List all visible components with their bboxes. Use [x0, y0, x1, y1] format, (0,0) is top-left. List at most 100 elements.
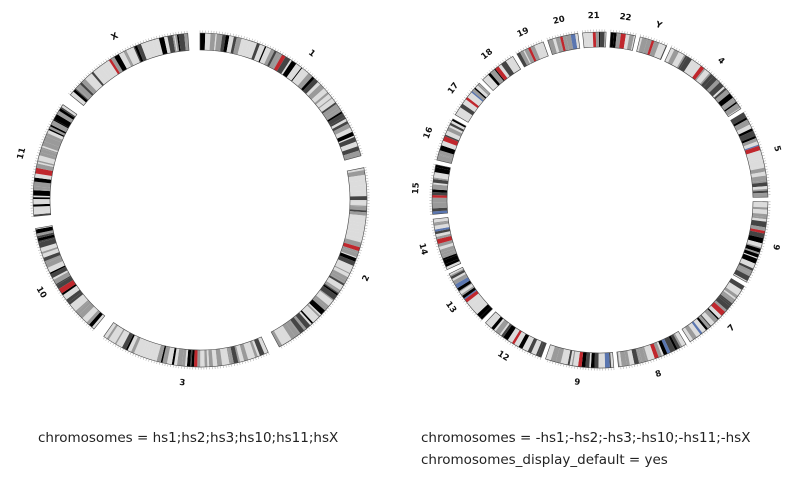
- band-chr-15: [432, 192, 448, 196]
- band-chr-x: [75, 87, 90, 100]
- band-chr-13: [452, 273, 468, 285]
- band-chr-15: [433, 176, 449, 180]
- band-chr-x: [73, 89, 88, 103]
- band-chr-5: [748, 159, 765, 169]
- band-chr-11: [48, 128, 65, 137]
- ideogram-outline-chr-2: [270, 167, 368, 348]
- band-chr-10: [68, 292, 84, 305]
- tick-mark: [37, 149, 41, 151]
- band-chr-17: [467, 95, 480, 107]
- band-chr-2: [329, 274, 345, 284]
- band-chr-2: [348, 180, 367, 187]
- tick-mark: [539, 357, 542, 360]
- tick-mark: [129, 45, 132, 48]
- band-chr-16: [438, 150, 454, 158]
- band-chr-2: [326, 276, 344, 291]
- tick-mark: [500, 336, 502, 339]
- tick-mark: [39, 254, 42, 257]
- tick-mark: [751, 125, 754, 128]
- tick-mark: [52, 116, 55, 118]
- tick-mark: [41, 260, 44, 262]
- band-chr-6: [752, 201, 768, 208]
- band-chr-10: [37, 234, 55, 242]
- tick-mark: [259, 41, 261, 44]
- tick-mark: [480, 319, 482, 322]
- tick-mark: [96, 65, 98, 68]
- band-chr-9: [610, 352, 614, 368]
- band-chr-4: [701, 73, 714, 88]
- ticks-chr-x: [68, 30, 188, 95]
- band-chr-10: [53, 271, 71, 285]
- tick-mark: [50, 118, 54, 121]
- band-chr-5: [752, 192, 768, 198]
- band-chr-3: [211, 349, 218, 367]
- tick-mark: [537, 356, 539, 359]
- tick-mark: [346, 280, 349, 282]
- tick-mark: [343, 112, 346, 114]
- tick-mark: [752, 271, 755, 274]
- tick-mark: [482, 75, 485, 78]
- band-chr-10: [38, 238, 57, 249]
- band-chr-18: [494, 68, 505, 82]
- tick-mark: [749, 120, 752, 123]
- tick-mark: [491, 329, 493, 332]
- ideogram-outline-chr-16: [436, 118, 467, 164]
- tick-mark: [699, 62, 702, 65]
- tick-mark: [352, 267, 356, 270]
- tick-mark: [666, 43, 668, 46]
- tick-mark: [673, 46, 675, 49]
- tick-mark: [645, 35, 647, 38]
- tick-mark: [347, 119, 350, 121]
- tick-mark: [729, 306, 732, 309]
- band-chr-1: [233, 37, 242, 55]
- tick-mark: [40, 257, 43, 259]
- band-chr-1: [314, 92, 329, 105]
- band-chr-13: [464, 290, 479, 303]
- band-chr-1: [302, 78, 319, 94]
- tick-mark: [43, 265, 46, 267]
- tick-mark: [340, 107, 343, 109]
- band-chr-3: [143, 341, 152, 359]
- band-chr-3: [120, 332, 130, 348]
- band-chr-16: [445, 130, 461, 141]
- band-chr-2: [282, 323, 296, 340]
- band-chr-13: [449, 267, 464, 276]
- tick-mark: [336, 296, 339, 299]
- band-chr-5: [746, 150, 762, 159]
- band-chr-2: [319, 289, 334, 301]
- band-chr-3: [243, 342, 252, 360]
- band-chr-1: [327, 111, 343, 122]
- band-chr-14: [434, 226, 450, 232]
- band-chr-6: [751, 217, 767, 222]
- tick-mark: [47, 272, 50, 275]
- tick-mark: [327, 307, 330, 310]
- tick-mark: [262, 42, 264, 45]
- band-chr-3: [236, 344, 245, 363]
- band-chr-8: [618, 351, 622, 367]
- band-chr-11: [47, 129, 64, 140]
- tick-mark: [249, 37, 251, 40]
- ideogram-chr-9: 9: [545, 344, 615, 388]
- tick-mark: [48, 123, 51, 125]
- band-chr-15: [434, 167, 450, 175]
- tick-mark: [79, 318, 82, 320]
- band-chr-2: [349, 205, 367, 208]
- band-chr-11: [49, 126, 66, 136]
- tick-mark: [456, 291, 459, 294]
- tick-mark: [239, 362, 241, 365]
- band-chr-14: [436, 233, 452, 240]
- tick-mark: [446, 124, 449, 126]
- tick-mark: [69, 90, 72, 93]
- tick-mark: [39, 144, 42, 146]
- tick-mark: [458, 103, 461, 106]
- band-chr-2: [320, 285, 337, 300]
- tick-mark: [640, 34, 641, 37]
- band-chr-18: [490, 69, 504, 85]
- band-chr-8: [656, 341, 664, 357]
- band-chr-2: [349, 214, 367, 220]
- tick-mark: [445, 127, 448, 129]
- tick-mark: [145, 358, 147, 361]
- tick-mark: [743, 288, 746, 291]
- tick-mark: [448, 277, 451, 279]
- tick-mark: [77, 316, 80, 318]
